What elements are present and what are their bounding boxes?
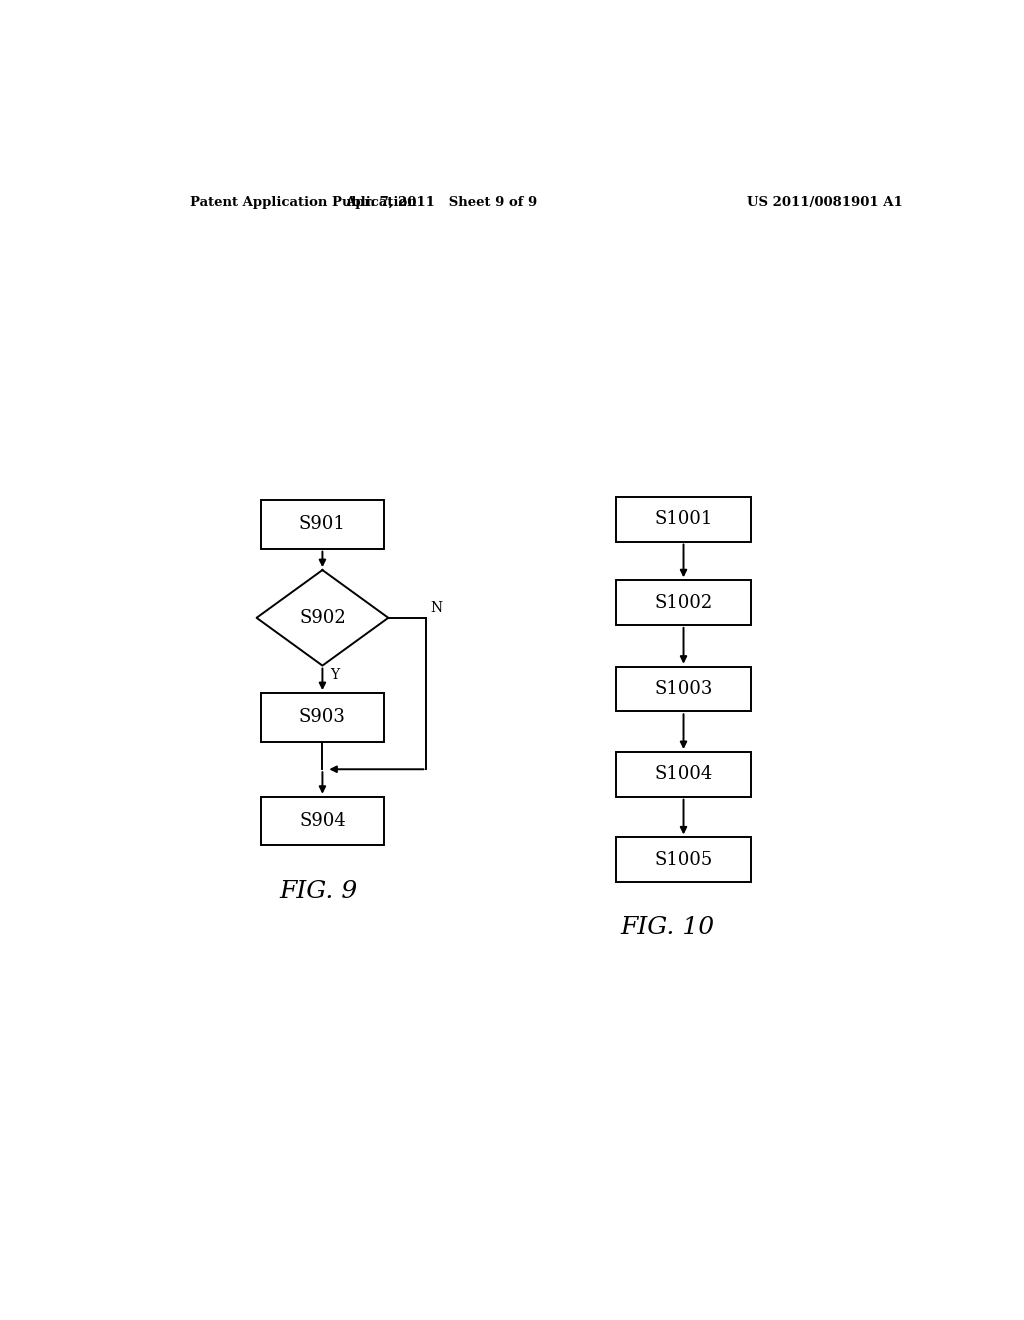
FancyBboxPatch shape	[261, 693, 384, 742]
Text: Apr. 7, 2011   Sheet 9 of 9: Apr. 7, 2011 Sheet 9 of 9	[345, 195, 538, 209]
FancyBboxPatch shape	[616, 667, 751, 711]
Text: US 2011/0081901 A1: US 2011/0081901 A1	[748, 195, 903, 209]
FancyBboxPatch shape	[616, 752, 751, 797]
Text: S1001: S1001	[654, 511, 713, 528]
FancyBboxPatch shape	[261, 797, 384, 846]
Text: FIG. 10: FIG. 10	[621, 916, 715, 940]
Text: S1002: S1002	[654, 594, 713, 611]
Text: N: N	[430, 601, 442, 615]
Text: S902: S902	[299, 609, 346, 627]
Text: Patent Application Publication: Patent Application Publication	[189, 195, 417, 209]
Text: S1004: S1004	[654, 766, 713, 783]
Text: S1003: S1003	[654, 680, 713, 698]
Text: S1005: S1005	[654, 850, 713, 869]
FancyBboxPatch shape	[261, 500, 384, 549]
FancyBboxPatch shape	[616, 581, 751, 624]
FancyBboxPatch shape	[616, 837, 751, 882]
Text: S903: S903	[299, 709, 346, 726]
Polygon shape	[257, 570, 388, 665]
Text: FIG. 9: FIG. 9	[280, 879, 357, 903]
Text: S904: S904	[299, 812, 346, 830]
Text: Y: Y	[331, 668, 340, 681]
FancyBboxPatch shape	[616, 496, 751, 541]
Text: S901: S901	[299, 515, 346, 533]
